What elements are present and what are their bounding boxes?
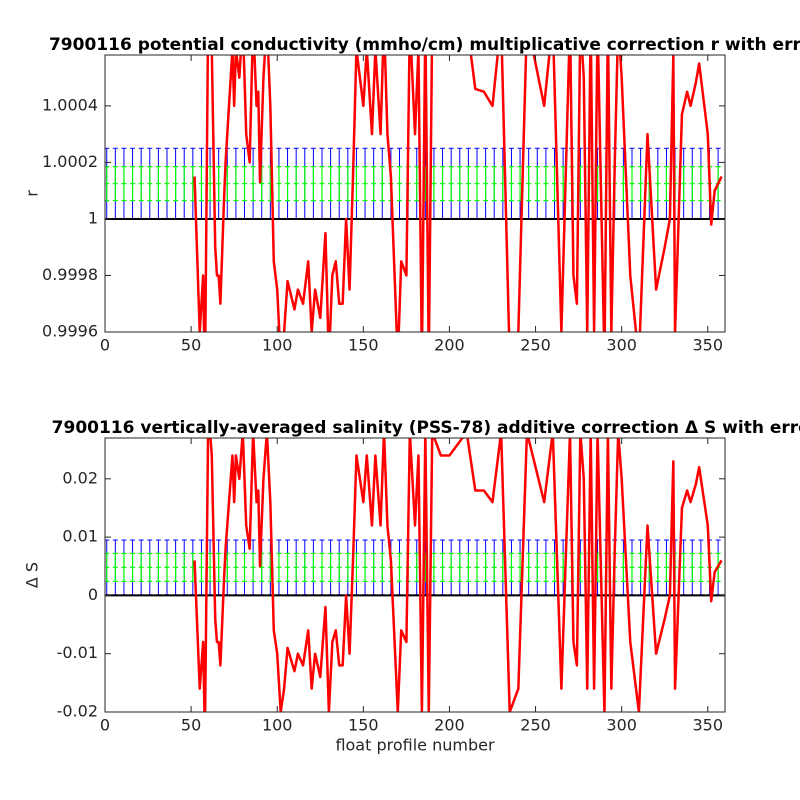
x-tick-label: 200 — [434, 336, 465, 355]
y-tick-label: 0.01 — [62, 527, 98, 546]
y-tick-label: -0.01 — [57, 643, 98, 662]
y-tick-label: 1 — [88, 208, 98, 227]
y-tick-label: 0 — [88, 585, 98, 604]
y-tick-label: 1.0004 — [42, 95, 98, 114]
x-tick-label: 150 — [348, 716, 379, 735]
x-tick-label: 150 — [348, 336, 379, 355]
correction-line — [193, 438, 723, 712]
axes-box — [104, 54, 726, 333]
plot-area — [105, 438, 725, 712]
x-tick-label: 350 — [693, 716, 724, 735]
x-tick-label: 200 — [434, 716, 465, 735]
x-tick-label: 0 — [100, 336, 110, 355]
plot-area — [105, 55, 725, 332]
y-tick-label: 0.9998 — [42, 265, 98, 284]
correction-line — [193, 55, 723, 332]
y-tick-label: 0.9996 — [42, 322, 98, 341]
x-tick-label: 250 — [520, 716, 551, 735]
y-axis-label: Δ S — [23, 562, 42, 588]
chart-title: 7900116 vertically-averaged salinity (PS… — [52, 418, 800, 438]
chart-title: 7900116 potential conductivity (mmho/cm)… — [49, 35, 800, 55]
y-axis-label: r — [23, 190, 42, 197]
x-tick-label: 250 — [520, 336, 551, 355]
x-tick-label: 100 — [262, 336, 293, 355]
y-tick-label: 0.02 — [62, 468, 98, 487]
x-tick-label: 50 — [181, 336, 201, 355]
x-tick-label: 350 — [693, 336, 724, 355]
y-tick-label: 1.0002 — [42, 152, 98, 171]
x-tick-label: 50 — [181, 716, 201, 735]
x-tick-label: 0 — [100, 716, 110, 735]
y-tick-label: -0.02 — [57, 702, 98, 721]
axes-box — [104, 437, 726, 713]
x-tick-label: 300 — [606, 716, 637, 735]
x-tick-label: 100 — [262, 716, 293, 735]
x-tick-label: 300 — [606, 336, 637, 355]
x-axis-label: float profile number — [335, 736, 495, 755]
